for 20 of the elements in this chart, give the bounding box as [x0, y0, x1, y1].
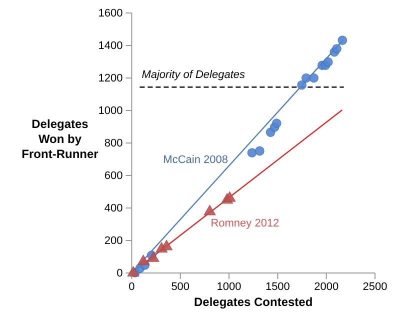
x-axis-title: Delegates Contested	[194, 295, 313, 309]
series-label: Romney 2012	[210, 217, 280, 230]
x-tick-label: 500	[171, 280, 190, 293]
x-tick-label: 1000	[216, 280, 242, 293]
x-tick-label: 2000	[314, 280, 339, 293]
y-tick-label: 200	[104, 235, 123, 248]
y-axis-title: Delegates Won by Front-Runner	[22, 117, 99, 161]
y-tick-label: 600	[104, 170, 123, 182]
y-tick-label: 0	[116, 268, 123, 280]
y-tick-label: 1600	[98, 8, 123, 20]
y-tick-label: 400	[104, 202, 123, 215]
y-tick-label: 800	[104, 138, 123, 150]
series-label: McCain 2008	[163, 154, 228, 166]
x-tick-label: 2500	[362, 280, 388, 293]
ref-line-label: Majority of Delegates	[142, 69, 246, 82]
y-tick-label: 1000	[98, 105, 123, 118]
x-tick-label: 1500	[265, 280, 290, 293]
x-tick-label: 0	[128, 280, 135, 293]
y-tick-label: 1400	[98, 40, 123, 52]
y-tick-label: 1200	[98, 72, 123, 85]
